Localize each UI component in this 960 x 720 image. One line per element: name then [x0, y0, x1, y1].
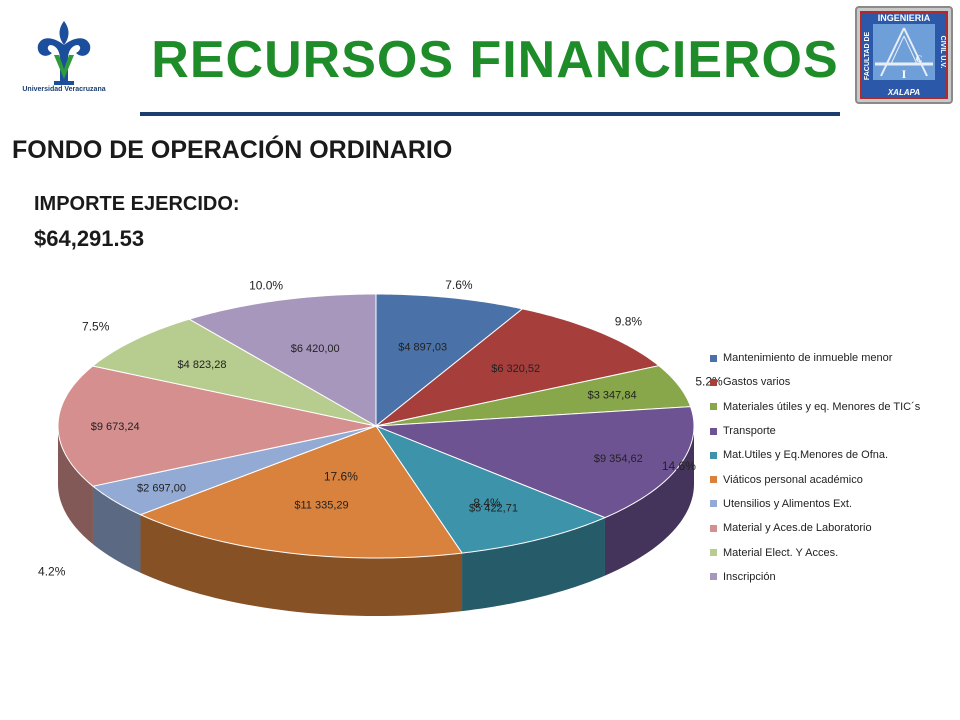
right-logo-left-text: FACULTAD DE	[864, 32, 871, 81]
pie-percent-label-3: 14.6%	[662, 459, 696, 473]
pie-percent-label-8: 7.5%	[82, 320, 110, 334]
pie-side-6	[92, 486, 141, 573]
universidad-veracruzana-logo	[37, 21, 91, 85]
pie-side-3	[604, 426, 694, 576]
pie-value-label-7: $9 673,24	[91, 421, 140, 433]
pie-percent-label-5: 17.6%	[324, 470, 358, 484]
pie-slice-1	[375, 308, 661, 427]
pie-percent-label-4: 8.4%	[473, 496, 501, 510]
legend-item-8: Material Elect. Y Acces.	[710, 540, 955, 564]
importe-value: $64,291.53	[34, 226, 145, 251]
legend-swatch-3	[710, 427, 717, 435]
pie-value-label-0: $4 897,03	[398, 342, 447, 354]
right-logo-top-text: INGENIERIA	[878, 13, 931, 23]
pie-value-label-5: $11 335,29	[294, 500, 348, 512]
pie-slice-2	[375, 365, 692, 427]
legend-item-9: Inscripción	[710, 565, 955, 589]
pie-value-label-3: $9 354,62	[594, 453, 643, 465]
pie-side-5	[140, 514, 463, 616]
pie-value-label-9: $6 420,00	[291, 343, 340, 355]
legend-swatch-2	[710, 403, 717, 411]
svg-text:C: C	[916, 54, 923, 64]
legend-label-7: Material y Aces.de Laboratorio	[723, 522, 872, 535]
pie-slice-5	[139, 425, 463, 559]
legend-swatch-4	[710, 451, 717, 459]
page-title: RECURSOS FINANCIEROS	[151, 31, 839, 89]
pie-side-7	[58, 426, 93, 545]
legend-label-4: Mat.Utiles y Eq.Menores de Ofna.	[723, 449, 889, 462]
legend-label-8: Material Elect. Y Acces.	[723, 546, 839, 559]
left-logo-caption: Universidad Veracruzana	[22, 86, 106, 93]
legend-item-6: Utensilios y Alimentos Ext.	[710, 492, 955, 516]
pie-slice-9	[188, 293, 377, 427]
legend-swatch-5	[710, 476, 717, 484]
pie-percent-label-6: 4.2%	[38, 564, 66, 578]
pie-labels: $4 897,037.6%$6 320,529.8%$3 347,845.2%$…	[38, 278, 723, 578]
pie-value-label-8: $4 823,28	[178, 359, 227, 371]
legend-item-7: Material y Aces.de Laboratorio	[710, 516, 955, 540]
legend-label-5: Viáticos personal académico	[723, 473, 863, 486]
legend-item-4: Mat.Utiles y Eq.Menores de Ofna.	[710, 443, 955, 467]
right-logo-bottom-text: XALAPA	[887, 88, 921, 97]
pie-slice-7	[57, 365, 377, 487]
pie-percent-label-1: 9.8%	[615, 315, 643, 329]
legend-label-3: Transporte	[723, 425, 776, 438]
pie-slices	[57, 293, 695, 559]
pie-percent-label-9: 10.0%	[249, 278, 283, 292]
legend-label-6: Utensilios y Alimentos Ext.	[723, 497, 852, 510]
pie-slice-0	[375, 293, 524, 428]
chart-legend: Mantenimiento de inmueble menor Gastos va…	[710, 346, 955, 589]
pie-side-4	[462, 517, 605, 612]
svg-text:I: I	[902, 67, 907, 81]
right-logo-right-text: CIVIL U.V.	[939, 36, 946, 69]
facultad-ingenieria-logo: INGENIERIA FACULTAD DE CIVIL U.V. XALAPA…	[855, 6, 953, 104]
legend-item-1: Gastos varios	[710, 370, 955, 394]
legend-label-1: Gastos varios	[723, 376, 791, 389]
pie-value-label-1: $6 320,52	[491, 363, 540, 375]
pie-value-label-4: $5 422,71	[469, 503, 518, 515]
pie-slice-3	[375, 406, 695, 519]
legend-swatch-8	[710, 549, 717, 557]
legend-label-9: Inscripción	[723, 570, 776, 583]
legend-item-2: Materiales útiles y eq. Menores de TIC´s	[710, 395, 955, 419]
legend-swatch-1	[710, 378, 717, 386]
legend-swatch-7	[710, 524, 717, 532]
legend-swatch-0	[710, 354, 717, 362]
legend-item-3: Transporte	[710, 419, 955, 443]
pie-slice-4	[374, 424, 607, 554]
legend-swatch-6	[710, 500, 717, 508]
pie-slice-8	[91, 318, 377, 427]
pie-value-label-6: $2 697,00	[137, 483, 186, 495]
section-subtitle: FONDO DE OPERACIÓN ORDINARIO	[12, 136, 453, 164]
pie-sides	[58, 426, 694, 616]
legend-label-0: Mantenimiento de inmueble menor	[723, 352, 893, 365]
title-divider	[140, 112, 840, 116]
legend-item-5: Viáticos personal académico	[710, 467, 955, 491]
pie-percent-label-0: 7.6%	[445, 278, 473, 292]
pie-slice-6	[91, 425, 377, 516]
legend-swatch-9	[710, 573, 717, 581]
legend-label-2: Materiales útiles y eq. Menores de TIC´s	[723, 400, 921, 413]
pie-value-label-2: $3 347,84	[588, 390, 637, 402]
legend-item-0: Mantenimiento de inmueble menor	[710, 346, 955, 370]
importe-label: IMPORTE EJERCIDO:	[34, 193, 240, 215]
